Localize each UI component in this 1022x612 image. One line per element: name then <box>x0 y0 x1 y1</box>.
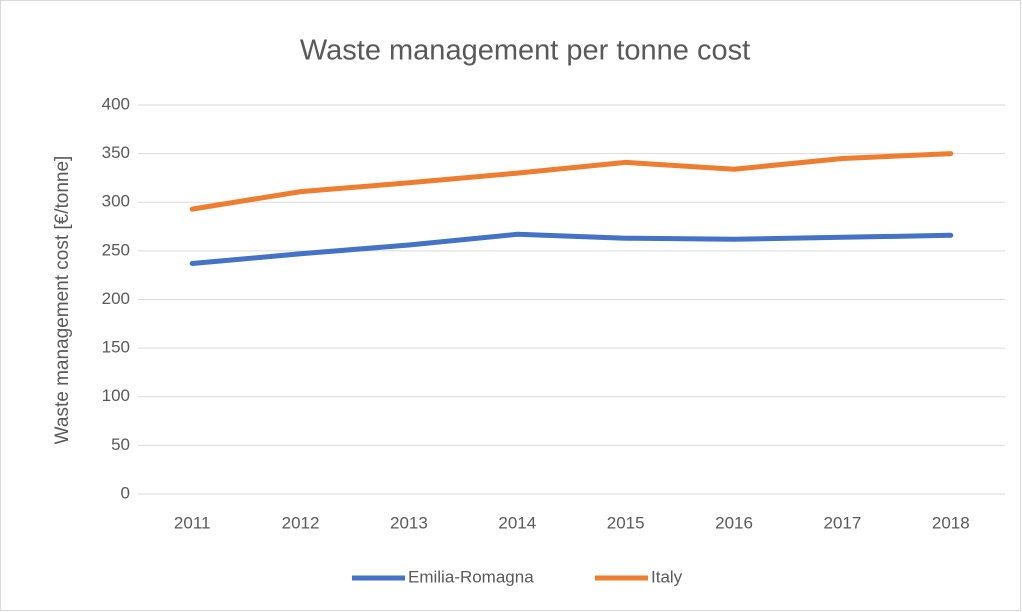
x-tick-label: 2012 <box>282 513 320 532</box>
x-tick-label: 2015 <box>607 513 645 532</box>
legend-label: Italy <box>651 567 683 586</box>
y-tick-label: 50 <box>111 435 130 454</box>
y-tick-label: 400 <box>102 94 130 113</box>
x-tick-label: 2014 <box>498 513 536 532</box>
x-tick-label: 2011 <box>174 513 211 532</box>
y-tick-label: 350 <box>102 143 130 162</box>
y-tick-label: 300 <box>102 192 130 211</box>
line-series <box>189 151 954 212</box>
y-tick-label: 0 <box>121 483 130 502</box>
y-tick-label: 150 <box>102 338 130 357</box>
line-series <box>189 231 954 266</box>
x-tick-label: 2013 <box>390 513 428 532</box>
y-tick-label: 200 <box>102 289 130 308</box>
x-tick-label: 2018 <box>932 513 970 532</box>
x-tick-label: 2017 <box>824 513 862 532</box>
y-axis-label: Waste management cost [€/tonne] <box>52 156 73 445</box>
x-tick-label: 2016 <box>715 513 753 532</box>
y-tick-label: 100 <box>102 386 130 405</box>
chart-title: Waste management per tonne cost <box>300 35 750 67</box>
y-tick-label: 250 <box>102 240 130 259</box>
legend-label: Emilia-Romagna <box>408 567 534 586</box>
